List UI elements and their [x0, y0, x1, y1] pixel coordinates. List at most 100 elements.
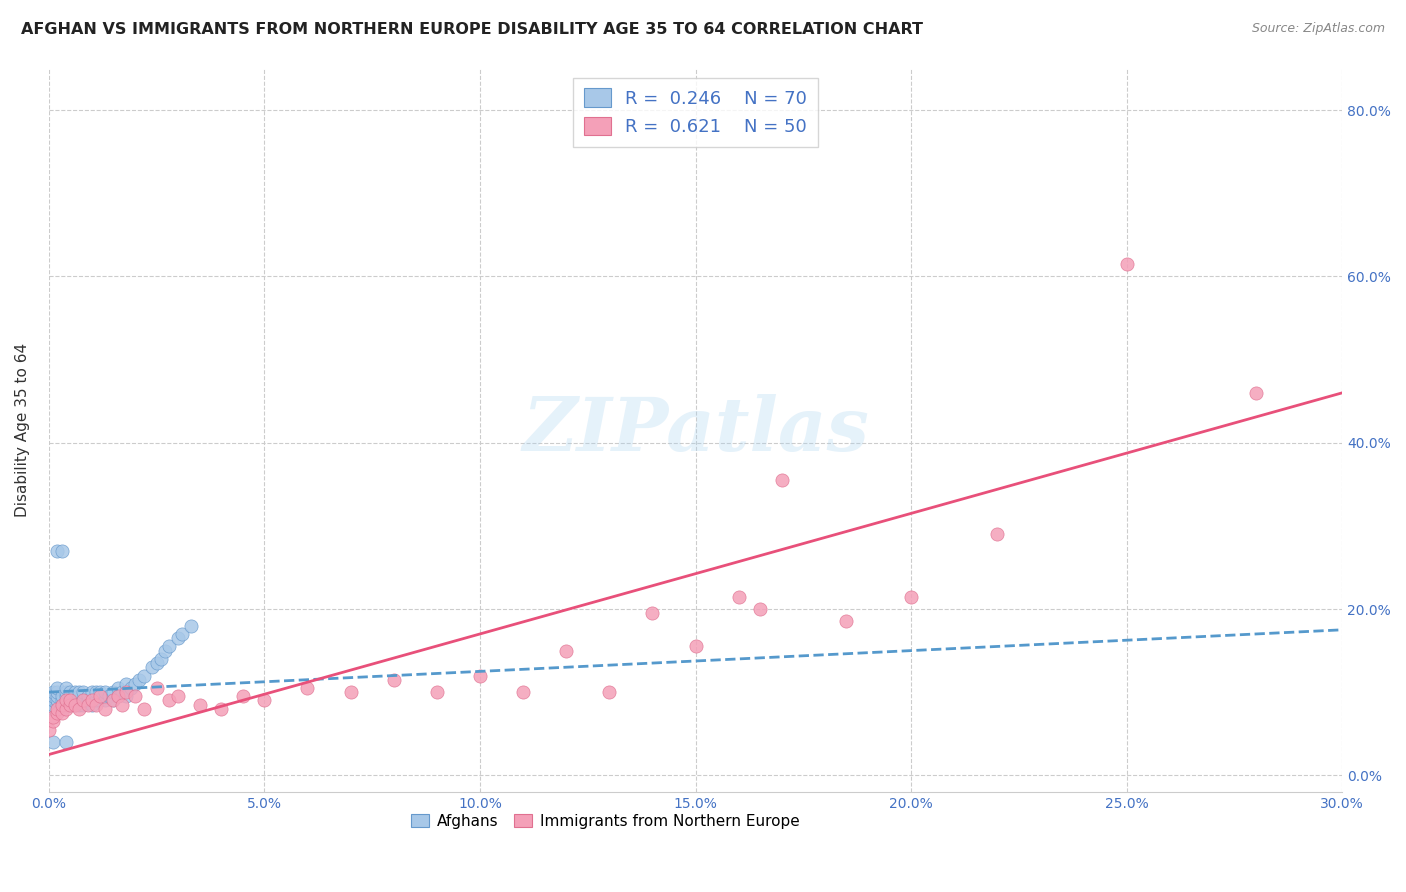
Point — [685, 640, 707, 654]
Point — [42, 693, 65, 707]
Y-axis label: Disability Age 35 to 64: Disability Age 35 to 64 — [15, 343, 30, 517]
Point — [132, 668, 155, 682]
Point — [167, 690, 190, 704]
Point — [46, 698, 69, 712]
Point — [55, 685, 77, 699]
Point — [46, 702, 69, 716]
Point — [42, 710, 65, 724]
Point — [46, 706, 69, 720]
Point — [107, 690, 129, 704]
Point — [42, 690, 65, 704]
Point — [727, 590, 749, 604]
Point — [115, 685, 138, 699]
Point — [51, 706, 73, 720]
Point — [111, 685, 134, 699]
Point — [51, 698, 73, 712]
Point — [51, 702, 73, 716]
Point — [46, 685, 69, 699]
Point — [232, 690, 254, 704]
Point — [80, 698, 103, 712]
Point — [115, 677, 138, 691]
Point — [59, 690, 82, 704]
Point — [297, 681, 319, 695]
Point — [76, 690, 98, 704]
Point — [124, 690, 146, 704]
Point — [38, 690, 60, 704]
Point — [94, 685, 117, 699]
Point — [1244, 385, 1267, 400]
Point — [84, 693, 107, 707]
Point — [59, 698, 82, 712]
Point — [63, 698, 86, 712]
Point — [63, 693, 86, 707]
Point — [80, 685, 103, 699]
Point — [172, 627, 194, 641]
Point — [51, 544, 73, 558]
Point — [63, 698, 86, 712]
Point — [145, 656, 167, 670]
Point — [132, 702, 155, 716]
Point — [67, 690, 90, 704]
Point — [167, 631, 190, 645]
Point — [46, 681, 69, 695]
Point — [46, 690, 69, 704]
Point — [512, 685, 534, 699]
Point — [94, 702, 117, 716]
Point — [103, 693, 125, 707]
Point — [149, 652, 172, 666]
Point — [253, 693, 276, 707]
Point — [120, 681, 142, 695]
Point — [38, 693, 60, 707]
Point — [76, 698, 98, 712]
Point — [42, 698, 65, 712]
Point — [555, 643, 578, 657]
Legend: Afghans, Immigrants from Northern Europe: Afghans, Immigrants from Northern Europe — [405, 807, 806, 835]
Point — [188, 698, 211, 712]
Point — [51, 690, 73, 704]
Point — [38, 723, 60, 737]
Point — [598, 685, 620, 699]
Point — [145, 681, 167, 695]
Point — [89, 693, 111, 707]
Point — [46, 544, 69, 558]
Point — [59, 698, 82, 712]
Point — [51, 693, 73, 707]
Point — [89, 685, 111, 699]
Point — [641, 606, 664, 620]
Point — [67, 698, 90, 712]
Point — [55, 681, 77, 695]
Point — [339, 685, 361, 699]
Point — [55, 698, 77, 712]
Point — [468, 668, 491, 682]
Point — [55, 702, 77, 716]
Point — [103, 685, 125, 699]
Text: Source: ZipAtlas.com: Source: ZipAtlas.com — [1251, 22, 1385, 36]
Point — [72, 698, 94, 712]
Point — [72, 685, 94, 699]
Point — [94, 693, 117, 707]
Point — [67, 693, 90, 707]
Point — [76, 693, 98, 707]
Point — [55, 690, 77, 704]
Point — [59, 693, 82, 707]
Point — [115, 690, 138, 704]
Point — [900, 590, 922, 604]
Point — [80, 693, 103, 707]
Point — [103, 693, 125, 707]
Point — [42, 685, 65, 699]
Point — [124, 677, 146, 691]
Point — [51, 698, 73, 712]
Point — [128, 673, 150, 687]
Point — [80, 693, 103, 707]
Point — [98, 690, 121, 704]
Point — [72, 693, 94, 707]
Point — [63, 685, 86, 699]
Text: AFGHAN VS IMMIGRANTS FROM NORTHERN EUROPE DISABILITY AGE 35 TO 64 CORRELATION CH: AFGHAN VS IMMIGRANTS FROM NORTHERN EUROP… — [21, 22, 924, 37]
Point — [770, 473, 793, 487]
Point — [84, 698, 107, 712]
Point — [159, 640, 181, 654]
Point — [59, 685, 82, 699]
Point — [89, 690, 111, 704]
Point — [42, 735, 65, 749]
Point — [426, 685, 449, 699]
